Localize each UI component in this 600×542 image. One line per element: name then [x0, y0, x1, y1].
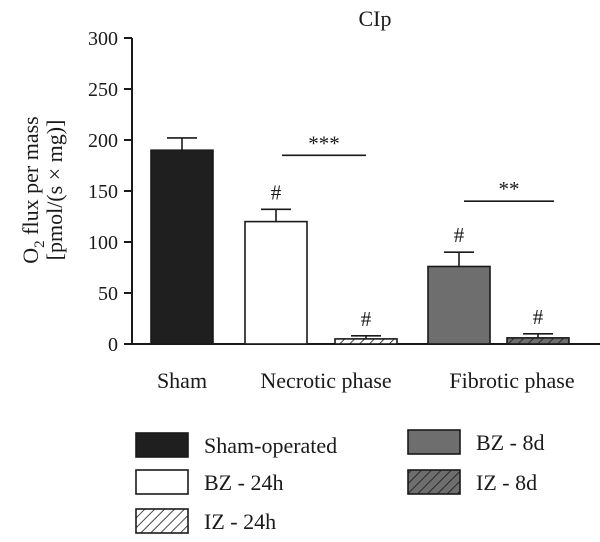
y-axis-label-line2: [pmol/(s × mg)]	[42, 120, 67, 261]
y-axis-label: O2 flux per mass	[18, 116, 48, 263]
significance-mark: #	[454, 223, 465, 247]
comparison-label: ***	[308, 131, 340, 155]
legend-swatch	[135, 432, 189, 458]
category-label: Fibrotic phase	[449, 368, 574, 393]
bar	[334, 338, 398, 345]
legend-swatch	[135, 508, 189, 534]
significance-mark: #	[361, 307, 372, 331]
bar	[150, 149, 214, 345]
y-tick-label: 150	[88, 181, 118, 203]
category-label: Necrotic phase	[260, 368, 391, 393]
significance-mark: #	[533, 305, 544, 329]
legend-label: Sham-operated	[204, 433, 337, 458]
legend-label: BZ - 24h	[204, 470, 283, 495]
y-tick-label: 100	[88, 232, 118, 254]
chart-title: CIp	[359, 6, 392, 31]
y-tick-label: 250	[88, 79, 118, 101]
legend-swatch	[407, 469, 461, 495]
legend: Sham-operated BZ - 24h IZ - 24h BZ - 8d IZ -…	[135, 429, 544, 534]
significance-annotations: *****	[282, 131, 554, 202]
y-tick-label: 0	[108, 334, 118, 356]
bar	[427, 265, 491, 345]
legend-swatch	[407, 429, 461, 455]
bars: # # # #	[150, 137, 570, 345]
legend-label: BZ - 8d	[476, 430, 544, 455]
legend-swatch	[135, 469, 189, 495]
y-tick-label: 200	[88, 130, 118, 152]
significance-mark: #	[271, 180, 282, 204]
bar	[244, 220, 308, 345]
y-axis-label-line1: O2 flux per mass	[18, 116, 48, 263]
y-tick-label: 300	[88, 28, 118, 50]
legend-label: IZ - 8d	[476, 470, 537, 495]
category-label: Sham	[157, 368, 207, 393]
legend-label: IZ - 24h	[204, 509, 276, 534]
y-tick-label: 50	[98, 283, 118, 305]
category-labels: Sham Necrotic phase Fibrotic phase	[157, 368, 575, 393]
comparison-label: **	[499, 177, 520, 201]
bar	[506, 337, 570, 345]
